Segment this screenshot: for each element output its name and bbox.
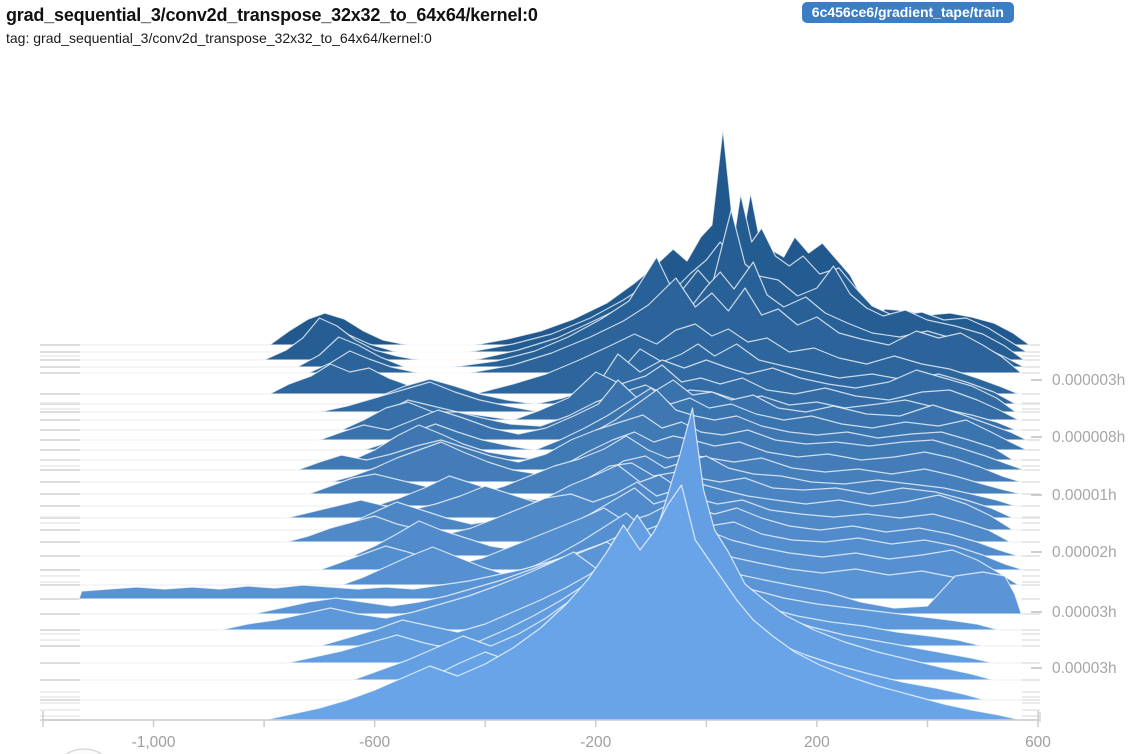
y-axis-label: 0.00003h xyxy=(1052,660,1117,677)
axes: -1,000 -600 -200 200 600 0.000003h 0.000008h 0.… xyxy=(42,372,1125,754)
run-badge[interactable]: 6c456ce6/gradient_tape/train xyxy=(801,2,1014,23)
card-title: grad_sequential_3/conv2d_transpose_32x32… xyxy=(6,5,538,25)
histogram-ridge[interactable] xyxy=(307,435,1022,495)
expand-button[interactable] xyxy=(51,748,117,754)
card-tag-subtitle: tag: grad_sequential_3/conv2d_transpose_… xyxy=(6,29,432,46)
x-axis-label: -1,000 xyxy=(132,734,176,751)
x-axis-label: 200 xyxy=(804,734,830,751)
x-axis-label: -200 xyxy=(580,734,611,751)
x-axis-label: 600 xyxy=(1025,734,1051,751)
y-axis-label: 0.00001h xyxy=(1052,487,1117,504)
ridge-series xyxy=(78,128,1031,721)
y-axis-label: 0.00003h xyxy=(1052,604,1117,621)
y-axis-label: 0.000003h xyxy=(1052,372,1125,389)
y-axis-label: 0.000008h xyxy=(1052,429,1125,446)
x-axis-label: -600 xyxy=(359,734,390,751)
histogram-ridge[interactable] xyxy=(263,484,1022,721)
card-header: grad_sequential_3/conv2d_transpose_32x32… xyxy=(6,4,538,46)
y-axis-label: 0.00002h xyxy=(1052,544,1117,561)
histogram-ridge[interactable] xyxy=(307,277,1022,374)
